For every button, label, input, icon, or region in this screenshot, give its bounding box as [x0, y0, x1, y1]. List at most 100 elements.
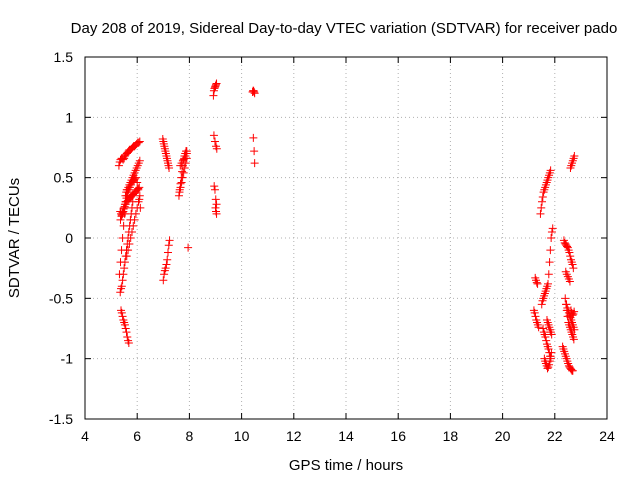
data-point: [209, 91, 218, 100]
data-point: [159, 276, 168, 285]
data-point: [118, 312, 127, 321]
data-point: [164, 241, 173, 250]
data-point: [120, 320, 129, 329]
data-point: [134, 184, 143, 193]
data-point: [563, 242, 572, 251]
data-point: [210, 185, 219, 194]
data-point: [533, 279, 542, 288]
data-point: [538, 197, 547, 206]
data-point: [177, 178, 186, 187]
data-point: [532, 278, 541, 287]
y-axis-label: SDTVAR / TECUs: [6, 178, 23, 298]
x-tick-label: 18: [443, 428, 459, 444]
data-point: [212, 79, 221, 88]
data-point: [568, 366, 577, 375]
x-tick-label: 12: [286, 428, 302, 444]
data-point: [124, 338, 133, 347]
data-point: [118, 234, 127, 242]
data-point: [122, 252, 131, 261]
data-point: [567, 365, 576, 374]
data-point: [121, 197, 130, 206]
data-point: [250, 87, 259, 96]
data-point: [115, 270, 124, 279]
data-point: [120, 264, 129, 273]
data-point: [116, 258, 125, 267]
data-point: [129, 221, 138, 230]
data-point: [163, 248, 172, 257]
data-point: [116, 215, 125, 224]
data-points: [114, 79, 579, 375]
data-point: [135, 183, 144, 192]
data-point: [121, 324, 130, 333]
data-point: [250, 147, 259, 156]
data-point: [120, 203, 129, 212]
data-point: [210, 137, 219, 146]
data-point: [180, 164, 189, 173]
data-point: [531, 312, 540, 321]
data-point: [117, 246, 126, 255]
x-tick-label: 8: [186, 428, 194, 444]
y-tick-label: -0.5: [49, 290, 73, 306]
x-tick-label: 20: [495, 428, 511, 444]
data-point: [537, 300, 546, 309]
data-point: [174, 191, 183, 200]
x-tick-label: 22: [547, 428, 563, 444]
data-point: [179, 168, 188, 177]
data-point: [539, 324, 548, 333]
y-tick-label: 1.5: [54, 49, 74, 65]
data-point: [543, 364, 552, 373]
data-point: [165, 164, 174, 173]
data-point: [538, 192, 547, 201]
data-point: [135, 156, 144, 165]
x-tick-label: 24: [599, 428, 615, 444]
data-point: [212, 144, 221, 153]
data-point: [209, 131, 218, 140]
data-point: [547, 227, 556, 236]
data-point: [175, 188, 184, 197]
data-point: [184, 243, 193, 252]
data-point: [542, 336, 551, 345]
x-tick-label: 10: [234, 428, 250, 444]
data-point: [250, 159, 259, 168]
data-point: [130, 215, 139, 224]
data-point: [250, 89, 259, 98]
data-point: [117, 308, 126, 317]
data-point: [122, 328, 131, 337]
data-point: [536, 209, 545, 218]
data-point: [133, 178, 142, 187]
data-point: [123, 332, 132, 341]
data-point: [135, 191, 144, 200]
data-point: [125, 240, 134, 249]
data-point: [211, 195, 220, 204]
x-tick-label: 4: [81, 428, 89, 444]
data-point: [161, 264, 170, 273]
data-point: [118, 276, 127, 285]
data-point: [212, 200, 221, 209]
data-point: [546, 166, 555, 175]
y-tick-label: -1: [61, 351, 74, 367]
data-point: [182, 149, 191, 158]
data-point: [120, 209, 129, 218]
data-point: [530, 308, 539, 317]
y-tick-label: 0: [65, 230, 73, 246]
data-point: [210, 182, 219, 191]
data-point: [134, 197, 143, 206]
data-point: [570, 325, 579, 334]
data-point: [211, 203, 220, 212]
data-point: [546, 246, 555, 255]
data-point: [547, 234, 556, 242]
data-point: [562, 300, 571, 309]
data-point: [162, 260, 171, 269]
y-tick-label: -1.5: [49, 411, 73, 427]
data-point: [134, 138, 143, 147]
data-point: [117, 282, 126, 291]
chart-title: Day 208 of 2019, Sidereal Day-to-day VTE…: [71, 20, 618, 37]
data-point: [135, 137, 144, 146]
data-point: [547, 348, 556, 357]
data-point: [569, 264, 578, 273]
data-point: [249, 133, 258, 142]
data-point: [131, 209, 140, 218]
data-point: [176, 183, 185, 192]
data-point: [547, 330, 556, 339]
data-point: [545, 357, 554, 366]
